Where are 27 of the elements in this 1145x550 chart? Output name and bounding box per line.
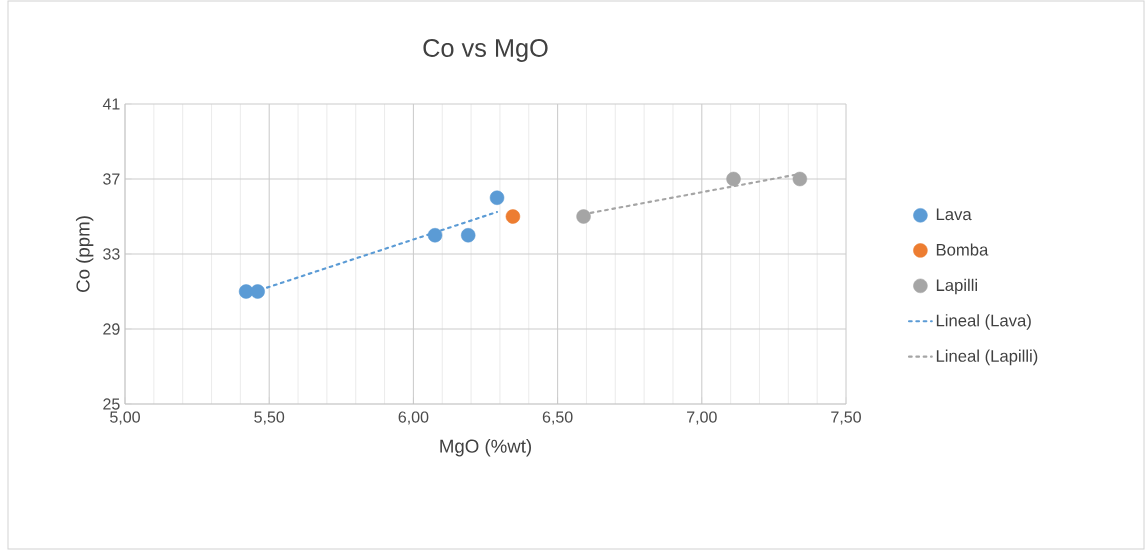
point (489, 190, 505, 205)
y-tick-label: 37 (103, 173, 120, 185)
legend-label: Lineal (Lava) (936, 314, 1031, 330)
point (792, 171, 808, 187)
x-tick-label: 7,50 (831, 411, 861, 425)
x-tick-label: 6,00 (398, 411, 429, 425)
point (505, 209, 521, 224)
x-tick-label: 7,00 (687, 411, 717, 425)
x-axis-title: MgO (%wt) (440, 439, 531, 457)
y-axis-title: Co (ppm) (75, 216, 94, 292)
legend-label: Lava (936, 208, 972, 221)
point (250, 284, 265, 299)
chart-title: Co vs MgO (423, 39, 548, 62)
point (427, 228, 443, 243)
y-tick-label: 25 (103, 398, 120, 410)
y-tick-label: 33 (103, 248, 120, 260)
y-tick-label: 29 (103, 323, 120, 335)
x-tick-label: 5,00 (110, 411, 140, 425)
legend-label: Bomba (936, 243, 989, 256)
point (576, 209, 591, 224)
point (726, 171, 741, 187)
x-tick-label: 5,50 (254, 411, 285, 425)
point (461, 228, 476, 243)
x-tick-label: 6,50 (542, 411, 573, 425)
legend-label: Lineal (Lapilli) (936, 349, 1038, 366)
legend-label: Lapilli (936, 278, 977, 295)
y-tick-label: 41 (102, 98, 120, 110)
